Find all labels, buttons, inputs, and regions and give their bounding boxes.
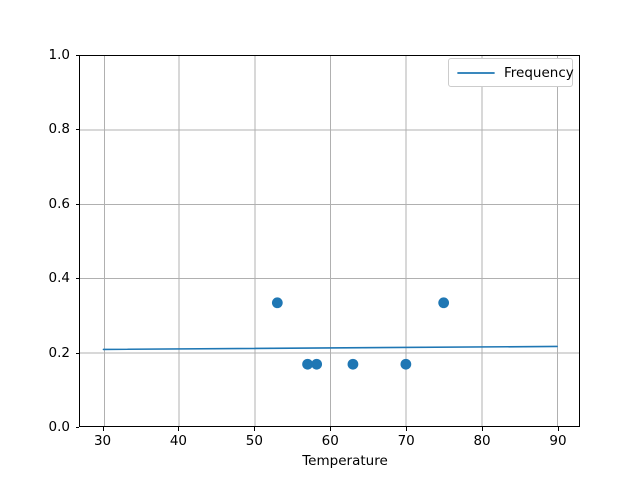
scatter-point	[311, 358, 323, 370]
scatter-point	[438, 297, 450, 309]
x-tick-label: 70	[397, 433, 415, 449]
scatter-point	[347, 358, 359, 370]
x-tick-mark	[482, 427, 483, 431]
y-tick-mark	[75, 129, 79, 130]
x-tick-mark	[330, 427, 331, 431]
y-tick-label: 0.6	[48, 195, 70, 212]
x-axis-label-text: Temperature	[302, 453, 388, 469]
x-tick-label: 80	[473, 433, 491, 449]
y-tick-mark	[75, 353, 79, 354]
x-tick-label: 40	[169, 433, 188, 449]
x-tick-mark	[406, 427, 407, 431]
y-tick-mark	[75, 204, 79, 205]
gridlines	[80, 56, 579, 426]
data-line-frequency	[102, 345, 558, 351]
y-tick-mark	[75, 278, 79, 279]
x-tick-mark	[254, 427, 255, 431]
scatter-point	[271, 297, 283, 309]
y-tick-label: 0.0	[48, 419, 70, 435]
x-tick-label: 90	[549, 433, 567, 449]
scatter-point	[400, 358, 412, 370]
x-tick-mark	[558, 427, 559, 431]
x-tick-mark	[103, 427, 104, 431]
x-axis-label: Temperature	[0, 453, 640, 469]
x-tick-label: 30	[93, 433, 112, 449]
data-series-layer	[102, 297, 558, 370]
x-tick-label: 60	[321, 433, 339, 449]
y-tick-label: 0.2	[48, 344, 70, 361]
plot-axes	[79, 55, 580, 427]
y-tick-label: 1.0	[48, 47, 70, 63]
y-tick-mark	[75, 55, 79, 56]
y-tick-label: 0.8	[48, 121, 70, 138]
x-tick-label: 50	[245, 433, 263, 449]
legend[interactable]: Frequency	[448, 58, 574, 87]
legend-line-swatch	[457, 67, 495, 79]
legend-label-frequency: Frequency	[504, 64, 574, 81]
x-tick-mark	[178, 427, 179, 431]
scatter-point	[302, 358, 313, 370]
y-tick-mark	[75, 427, 79, 428]
y-tick-label: 0.4	[48, 270, 70, 287]
